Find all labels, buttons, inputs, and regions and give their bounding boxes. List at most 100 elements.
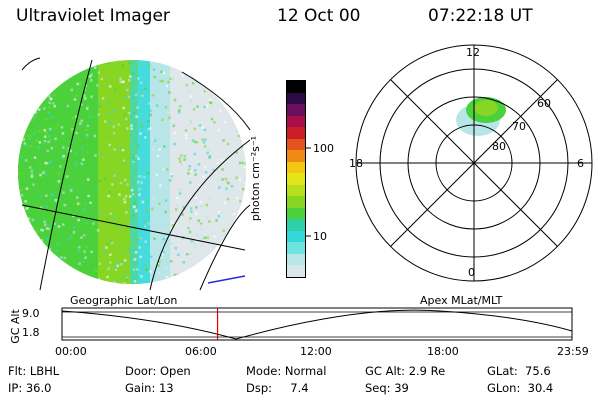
image-pixel (203, 128, 206, 132)
image-pixel (118, 193, 121, 196)
image-pixel (47, 95, 51, 98)
image-pixel (161, 79, 165, 83)
image-pixel (204, 165, 207, 169)
image-pixel (27, 134, 31, 138)
image-pixel (179, 188, 182, 192)
timeline-xtick-2359: 23:59 (557, 345, 589, 358)
image-pixel (74, 164, 78, 168)
image-pixel (43, 139, 47, 143)
image-pixel (226, 183, 230, 186)
image-pixel (69, 149, 72, 153)
image-pixel (188, 168, 191, 171)
image-pixel (33, 132, 36, 135)
image-pixel (98, 100, 101, 104)
image-pixel (141, 200, 145, 204)
image-pixel (147, 120, 150, 123)
image-pixel (149, 270, 152, 273)
image-pixel (163, 145, 166, 148)
image-pixel (182, 206, 186, 209)
image-pixel (151, 147, 155, 151)
image-pixel (130, 219, 133, 223)
status-seq: Seq: 39 (365, 381, 409, 395)
image-pixel (92, 222, 95, 225)
image-pixel (187, 137, 191, 141)
image-pixel (184, 129, 188, 132)
image-pixel (194, 212, 198, 216)
status-glon: GLon: 30.4 (487, 381, 554, 395)
image-pixel (90, 250, 93, 254)
image-pixel (181, 74, 185, 77)
image-pixel (104, 119, 107, 122)
image-pixel (146, 172, 150, 175)
image-pixel (123, 273, 127, 276)
image-pixel (208, 156, 211, 159)
image-pixel (59, 254, 62, 257)
image-pixel (33, 156, 37, 159)
image-pixel (230, 185, 234, 188)
image-pixel (145, 200, 148, 203)
image-pixel (226, 218, 229, 222)
colorbar-tick-100: 100 (313, 142, 334, 155)
image-pixel (147, 222, 151, 225)
image-pixel (137, 157, 140, 161)
image-pixel (209, 101, 213, 105)
image-pixel (190, 239, 194, 243)
image-pixel (195, 140, 199, 144)
image-pixel (57, 172, 61, 175)
colorbar-swatch (287, 242, 305, 254)
image-pixel (73, 226, 76, 229)
image-pixel (198, 124, 202, 127)
image-pixel (62, 223, 65, 226)
image-pixel (78, 262, 81, 265)
status-glat: GLat: 75.6 (487, 364, 551, 378)
image-pixel (227, 182, 230, 185)
image-pixel (135, 155, 138, 158)
image-pixel (180, 154, 183, 157)
image-pixel (71, 116, 75, 120)
image-pixel (177, 253, 180, 257)
mlt-label-6: 6 (577, 157, 584, 170)
image-pixel (208, 155, 212, 158)
image-pixel (164, 199, 168, 202)
image-pixel (47, 227, 50, 231)
image-pixel (101, 79, 105, 82)
image-pixel (208, 220, 211, 223)
image-pixel (235, 130, 239, 133)
image-pixel (140, 125, 144, 128)
image-pixel (208, 196, 212, 200)
image-pixel (51, 193, 55, 197)
image-pixel (28, 213, 32, 217)
image-pixel (170, 228, 173, 231)
image-pixel (194, 173, 197, 176)
image-pixel (162, 168, 166, 172)
image-pixel (119, 77, 122, 80)
image-pixel (108, 143, 112, 147)
image-pixel (113, 281, 116, 284)
instrument-title: Ultraviolet Imager (16, 6, 170, 26)
image-pixel (231, 148, 235, 151)
image-pixel (60, 256, 63, 259)
image-pixel (155, 173, 159, 177)
image-pixel (89, 201, 92, 205)
image-pixel (46, 238, 49, 241)
colorbar-swatch (287, 150, 305, 162)
image-pixel (44, 223, 47, 226)
image-pixel (90, 207, 94, 210)
image-pixel (146, 76, 149, 80)
image-pixel (77, 218, 80, 222)
image-pixel (144, 224, 147, 228)
image-pixel (38, 179, 42, 183)
image-pixel (90, 95, 93, 98)
image-pixel (113, 148, 116, 151)
image-pixel (119, 146, 122, 150)
image-pixel (177, 109, 181, 112)
image-pixel (74, 156, 78, 159)
image-pixel (203, 90, 206, 93)
image-pixel (177, 111, 181, 114)
image-pixel (94, 66, 97, 69)
image-pixel (155, 104, 159, 107)
image-pixel (46, 149, 49, 153)
status-mode: Mode: Normal (246, 364, 327, 378)
